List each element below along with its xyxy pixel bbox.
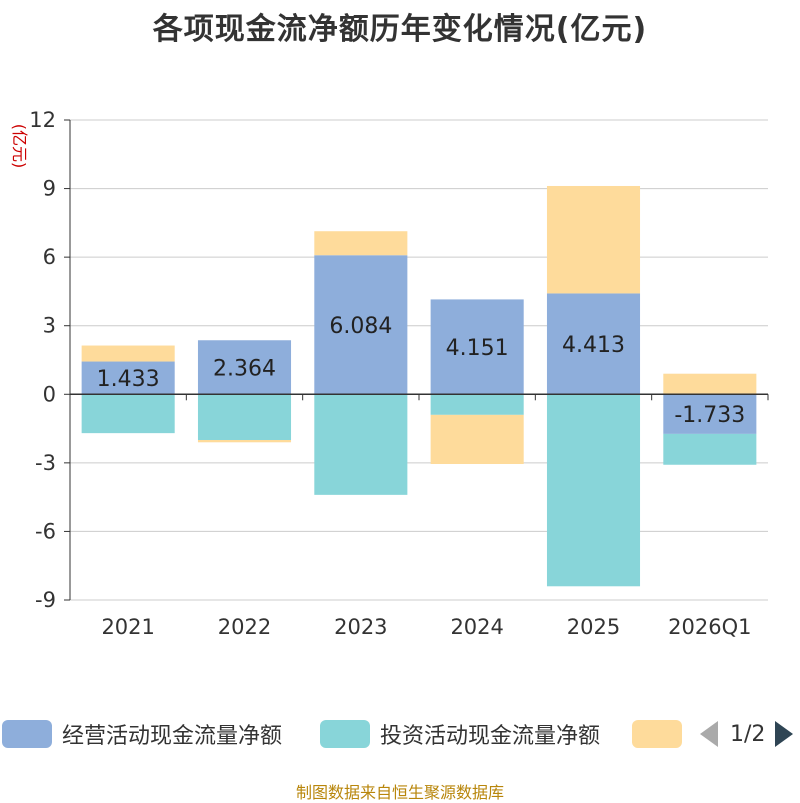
legend-pager: 1/2 [700,718,794,750]
bar-financing-2023[interactable] [314,231,408,256]
x-tick-label: 2021 [101,615,154,639]
legend-item-financing[interactable] [632,718,682,750]
bar-investing-2025[interactable] [546,394,641,587]
x-tick-label: 2024 [450,615,503,639]
x-tick-label: 2026Q1 [668,615,751,639]
chart-title: 各项现金流净额历年变化情况(亿元) [152,12,648,47]
y-tick-label: 0 [43,382,56,406]
bar-operating-2023[interactable] [314,255,408,395]
y-tick-label: -9 [35,588,56,612]
bar-operating-2026Q1[interactable] [663,394,757,434]
bar-operating-2022[interactable] [197,340,292,395]
y-axis-title: (亿元) [10,124,29,169]
data-label-2021: 1.433 [97,367,160,392]
legend-item-investing[interactable]: 投资活动现金流量净额 [320,718,600,750]
bar-financing-2026Q1[interactable] [663,373,757,395]
legend-next-page-icon[interactable] [775,721,794,747]
x-tick-label: 2025 [567,615,620,639]
bar-investing-2022[interactable] [197,394,292,440]
data-label-2022: 2.364 [213,356,276,381]
bar-operating-2024[interactable] [430,299,524,395]
legend-swatch-financing [632,720,682,748]
data-labels: 1.433 2.364 6.084 4.151 4.413 -1.733 [97,314,746,428]
legend-label-operating: 经营活动现金流量净额 [62,724,283,749]
data-label-2025: 4.413 [562,333,625,358]
legend-page-indicator: 1/2 [730,721,766,747]
legend-swatch-operating [2,720,52,748]
y-tick-label: -6 [35,519,56,543]
x-tick-label: 2022 [218,615,271,639]
y-tick-label: 9 [43,177,56,201]
grid-lines [70,119,768,601]
bar-operating-2021[interactable] [81,361,175,395]
legend-item-operating[interactable]: 经营活动现金流量净额 [2,718,282,750]
x-tick-label: 2023 [334,615,387,639]
legend-label-investing: 投资活动现金流量净额 [380,724,601,749]
y-tick-label: 3 [43,314,56,338]
data-label-2026Q1: -1.733 [674,403,745,428]
bar-operating-2025[interactable] [546,293,641,395]
axes: -9 -6 -3 0 3 6 9 12(亿元) 2021 2022 2023 2024 2025 2026… [10,108,769,639]
bar-financing-2024[interactable] [430,414,524,464]
bar-financing-2025[interactable] [546,185,641,294]
bar-investing-2023[interactable] [314,394,408,495]
legend-swatch-investing [320,720,370,748]
bar-investing-2021[interactable] [81,394,175,434]
y-tick-label: 12 [29,108,56,132]
bar-investing-2026Q1[interactable] [663,433,757,465]
data-source-note: 制图数据来自恒生聚源数据库 [295,783,504,802]
data-label-2024: 4.151 [446,336,509,361]
bar-financing-2022[interactable] [197,440,292,443]
legend-prev-page-icon[interactable] [700,721,718,747]
y-tick-label: -3 [35,451,56,475]
bar-investing-2024[interactable] [430,394,524,415]
bar-series [81,185,757,587]
legend: 经营活动现金流量净额 投资活动现金流量净额 [0,718,800,750]
bar-financing-2021[interactable] [81,345,175,362]
y-tick-label: 6 [43,245,56,269]
data-label-2023: 6.084 [329,314,392,339]
